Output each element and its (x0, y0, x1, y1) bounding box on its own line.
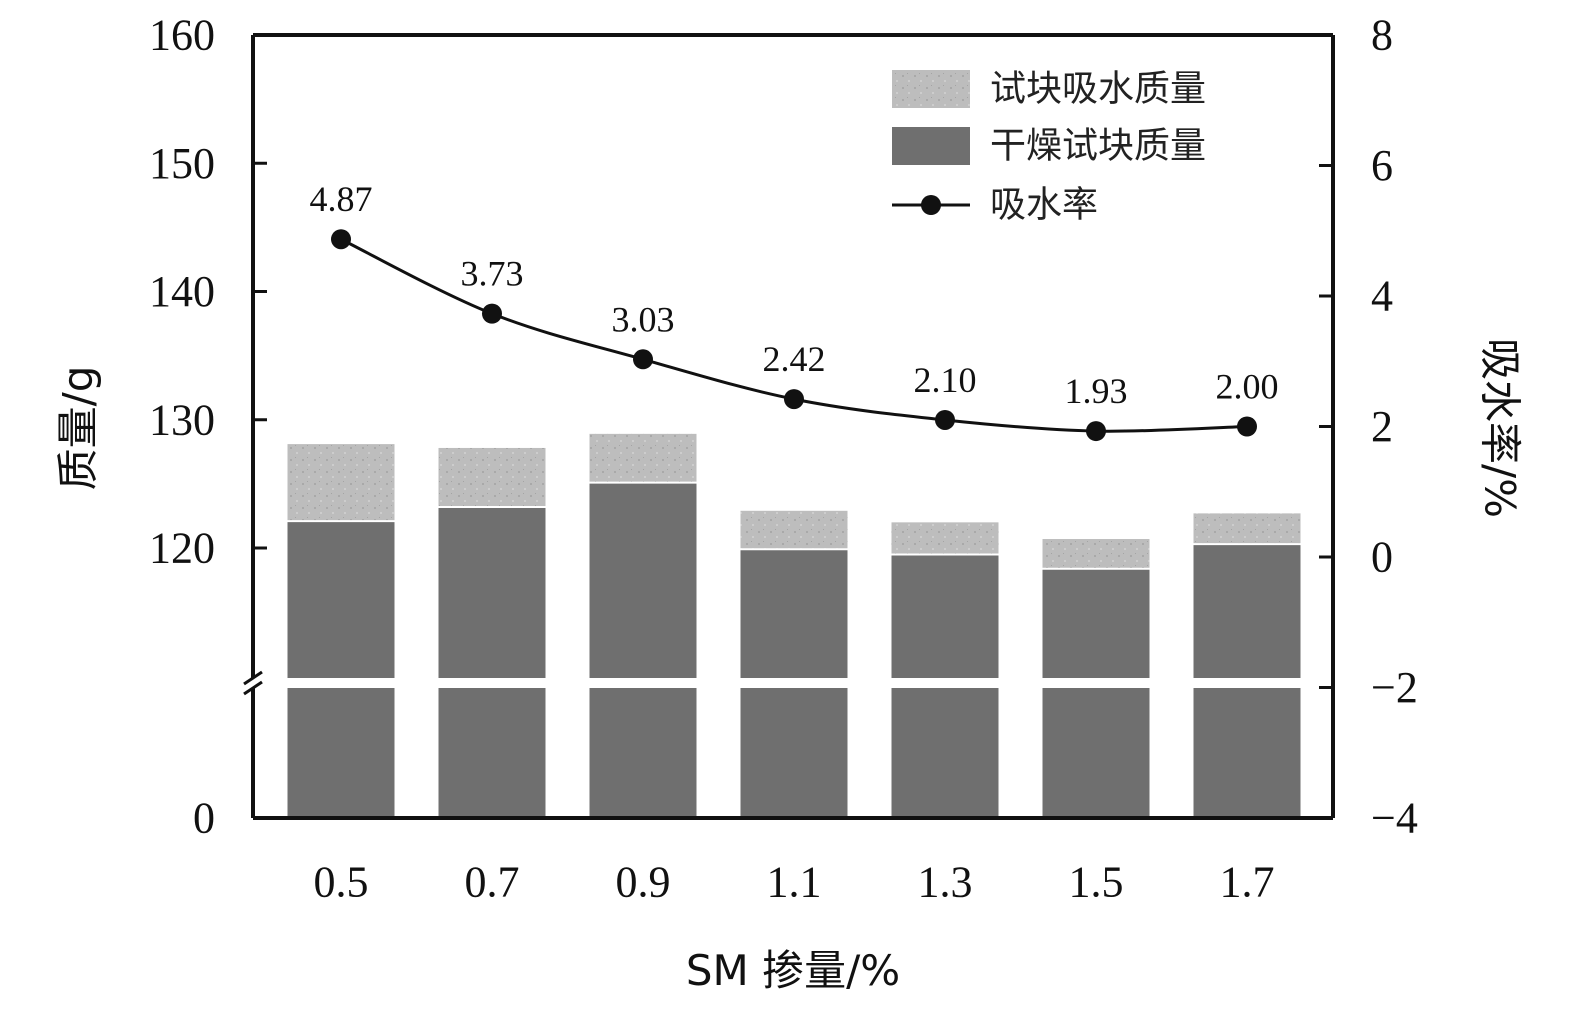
y-tick-label: 0 (193, 794, 215, 843)
water-absorption-rate-label: 2.42 (763, 339, 826, 379)
bar-dry-mass-lower (891, 688, 999, 818)
bar-dry-mass-lower (287, 688, 395, 818)
legend-marker-water-absorption-rate (921, 195, 941, 215)
legend-swatch-absorbed-water-mass (892, 70, 970, 108)
axis-break-mark-bottom (243, 680, 263, 696)
water-absorption-rate-point (482, 303, 502, 324)
water-absorption-rate-label: 1.93 (1065, 371, 1128, 411)
axes-group: 0 120 130 140 150 160 −4 −2 0 2 4 6 8 0.5 0.7 0.9 1.1 1.3… (149, 11, 1418, 907)
y-tick-label: 130 (149, 395, 215, 444)
bar-dry-mass-upper (740, 549, 848, 678)
y2-tick-label: 8 (1371, 11, 1393, 60)
bar-dry-mass-lower (1042, 688, 1150, 818)
y2-axis-title: 吸水率/% (1476, 338, 1525, 518)
bar-group (287, 433, 1301, 818)
legend-swatch-dry-mass (892, 127, 970, 165)
x-tick-label: 0.5 (314, 858, 369, 907)
water-absorption-rate-label: 4.87 (310, 179, 373, 219)
bar-absorbed-water-mass (287, 444, 395, 522)
axis-break-gap (253, 678, 1333, 688)
y-tick-label: 140 (149, 267, 215, 316)
y2-tick-label: 6 (1371, 141, 1393, 190)
x-tick-label: 0.7 (465, 858, 520, 907)
bar-dry-mass-upper (438, 506, 546, 678)
bar-absorbed-water-mass (740, 510, 848, 550)
x-axis-title: SM 掺量/% (686, 946, 900, 995)
x-tick-label: 1.3 (918, 858, 973, 907)
legend-label-absorbed-water-mass: 试块吸水质量 (990, 69, 1206, 110)
water-absorption-rate-point (935, 409, 955, 430)
legend-label-water-absorption-rate: 吸水率 (990, 185, 1098, 226)
y-tick-label: 160 (149, 11, 215, 60)
bar-dry-mass-lower (740, 688, 848, 818)
bar-dry-mass-lower (589, 688, 697, 818)
legend-label-dry-mass: 干燥试块质量 (990, 126, 1206, 167)
bar-dry-mass-upper (1042, 568, 1150, 678)
water-absorption-rate-point (1237, 416, 1257, 437)
plot-frame (243, 33, 1335, 820)
x-tick-label: 1.1 (767, 858, 822, 907)
water-absorption-rate-label: 2.00 (1216, 367, 1279, 407)
bar-dry-mass-upper (891, 554, 999, 678)
bar-dry-mass-lower (1193, 688, 1301, 818)
x-tick-label: 0.9 (616, 858, 671, 907)
bar-dry-mass-upper (1193, 544, 1301, 678)
axis-break-mark-top (243, 670, 263, 686)
water-absorption-rate-point (633, 349, 653, 370)
x-tick-label: 1.5 (1069, 858, 1124, 907)
y-axis-title: 质量/g (54, 366, 103, 491)
line-series-group: 4.87 3.73 3.03 2.42 2.10 1.93 2.00 (310, 179, 1279, 442)
bar-absorbed-water-mass (589, 433, 697, 483)
y2-tick-label: −4 (1371, 794, 1418, 843)
y-tick-label: 150 (149, 139, 215, 188)
y2-tick-label: −2 (1371, 663, 1418, 712)
y2-tick-label: 4 (1371, 272, 1393, 321)
bar-dry-mass-upper (589, 482, 697, 678)
bar-absorbed-water-mass (891, 522, 999, 555)
bar-dry-mass-lower (438, 688, 546, 818)
water-absorption-rate-point (331, 229, 351, 250)
water-absorption-rate-label: 2.10 (914, 360, 977, 400)
water-absorption-rate-label: 3.03 (612, 299, 675, 339)
water-absorption-rate-point (1086, 421, 1106, 442)
bar-dry-mass-upper (287, 521, 395, 678)
x-tick-label: 1.7 (1220, 858, 1275, 907)
water-absorption-rate-label: 3.73 (461, 254, 524, 294)
bar-absorbed-water-mass (438, 447, 546, 507)
bar-absorbed-water-mass (1193, 513, 1301, 545)
y-tick-label: 120 (149, 524, 215, 573)
y2-tick-label: 0 (1371, 533, 1393, 582)
bar-absorbed-water-mass (1042, 539, 1150, 569)
y2-tick-label: 2 (1371, 402, 1393, 451)
water-absorption-rate-point (784, 389, 804, 410)
